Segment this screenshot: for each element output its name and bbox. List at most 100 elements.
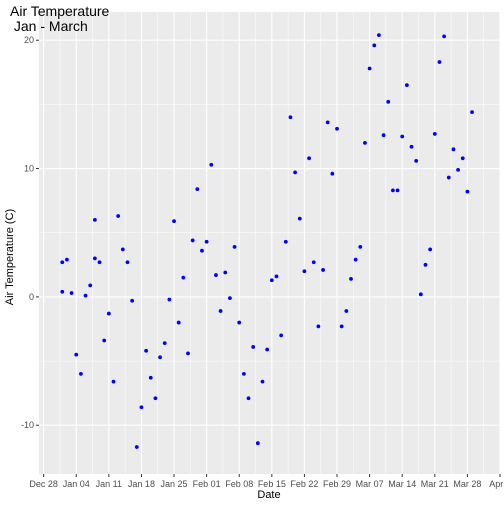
data-point bbox=[395, 188, 400, 193]
data-point bbox=[293, 170, 298, 175]
x-tick-label: Apr 0 bbox=[489, 479, 504, 489]
data-point bbox=[134, 445, 139, 449]
x-tick-label: Dec 28 bbox=[29, 479, 58, 489]
data-point bbox=[190, 238, 195, 243]
data-point bbox=[158, 355, 162, 360]
data-point bbox=[409, 144, 414, 149]
data-point bbox=[423, 262, 428, 267]
data-point bbox=[339, 324, 344, 329]
data-point bbox=[451, 147, 456, 152]
data-point bbox=[79, 372, 83, 376]
data-point bbox=[460, 156, 465, 161]
data-point bbox=[288, 115, 293, 120]
data-point bbox=[60, 289, 65, 294]
x-tick-label: Feb 15 bbox=[258, 479, 286, 489]
data-point bbox=[418, 292, 423, 297]
x-tick-label: Jan 25 bbox=[161, 479, 188, 489]
data-point bbox=[269, 278, 274, 283]
data-point bbox=[186, 351, 190, 356]
data-point bbox=[353, 257, 358, 262]
data-point bbox=[218, 309, 223, 313]
data-point bbox=[325, 120, 330, 125]
data-point bbox=[330, 171, 335, 176]
data-point bbox=[144, 348, 149, 353]
data-point bbox=[367, 66, 372, 71]
chart-title-line-2: Jan - March bbox=[10, 18, 88, 34]
x-tick-label: Feb 01 bbox=[193, 479, 221, 489]
data-point bbox=[311, 260, 316, 265]
data-point bbox=[148, 375, 153, 380]
data-point bbox=[106, 311, 111, 316]
data-point bbox=[404, 83, 409, 88]
data-point bbox=[204, 239, 209, 244]
data-point bbox=[255, 441, 260, 446]
y-tick-label: -10 bbox=[21, 420, 34, 430]
data-point bbox=[349, 277, 353, 281]
data-point bbox=[251, 345, 256, 349]
data-point bbox=[214, 273, 218, 277]
data-point bbox=[200, 248, 204, 253]
data-point bbox=[414, 158, 419, 163]
data-point bbox=[116, 214, 121, 218]
data-point bbox=[246, 396, 251, 401]
data-point bbox=[120, 247, 125, 252]
data-point bbox=[181, 275, 186, 280]
data-point bbox=[176, 320, 181, 325]
data-point bbox=[274, 274, 279, 279]
data-point bbox=[241, 372, 246, 376]
x-tick-label: Mar 28 bbox=[453, 479, 481, 489]
data-point bbox=[88, 283, 93, 288]
data-point bbox=[74, 352, 79, 357]
x-tick-label: Mar 07 bbox=[356, 479, 384, 489]
data-point bbox=[111, 379, 116, 384]
data-point bbox=[125, 260, 130, 265]
y-tick-label: 0 bbox=[29, 292, 34, 302]
data-point bbox=[470, 110, 474, 114]
data-point bbox=[228, 296, 232, 301]
data-point bbox=[195, 187, 200, 192]
data-point bbox=[92, 256, 97, 261]
data-point bbox=[465, 189, 470, 194]
data-point bbox=[232, 244, 237, 249]
data-point bbox=[432, 132, 437, 136]
data-point bbox=[316, 324, 321, 329]
data-point bbox=[377, 33, 381, 37]
data-point bbox=[386, 99, 391, 104]
data-point bbox=[358, 244, 363, 249]
data-point bbox=[283, 239, 288, 244]
data-point bbox=[428, 247, 433, 252]
data-point bbox=[390, 188, 395, 193]
x-tick-label: Mar 14 bbox=[388, 479, 416, 489]
data-point bbox=[153, 396, 158, 401]
x-tick-label: Jan 11 bbox=[96, 479, 122, 489]
data-point bbox=[400, 134, 405, 139]
x-tick-label: Jan 18 bbox=[128, 479, 155, 489]
x-tick-label: Mar 21 bbox=[421, 479, 449, 489]
data-point bbox=[363, 141, 367, 145]
data-point bbox=[307, 156, 311, 161]
data-point bbox=[223, 270, 228, 275]
y-axis-title: Air Temperature (C) bbox=[4, 209, 16, 305]
data-point bbox=[167, 297, 172, 302]
data-point bbox=[209, 162, 214, 167]
data-point bbox=[437, 60, 442, 64]
data-point bbox=[265, 347, 270, 352]
chart-title-line-1: Air Temperature bbox=[10, 3, 110, 19]
data-point bbox=[297, 216, 302, 221]
y-tick-label: 20 bbox=[24, 35, 34, 45]
plot-panel-group bbox=[39, 12, 501, 474]
data-point bbox=[344, 309, 349, 313]
data-point bbox=[260, 379, 265, 384]
data-point bbox=[372, 43, 377, 48]
data-point bbox=[65, 257, 69, 262]
data-point bbox=[130, 298, 135, 303]
x-tick-label: Feb 29 bbox=[323, 479, 351, 489]
x-tick-label: Feb 22 bbox=[290, 479, 318, 489]
data-point bbox=[381, 133, 386, 138]
x-tick-label: Feb 08 bbox=[225, 479, 253, 489]
data-point bbox=[237, 320, 242, 325]
data-point bbox=[321, 268, 325, 272]
y-tick-label: 10 bbox=[24, 164, 34, 174]
